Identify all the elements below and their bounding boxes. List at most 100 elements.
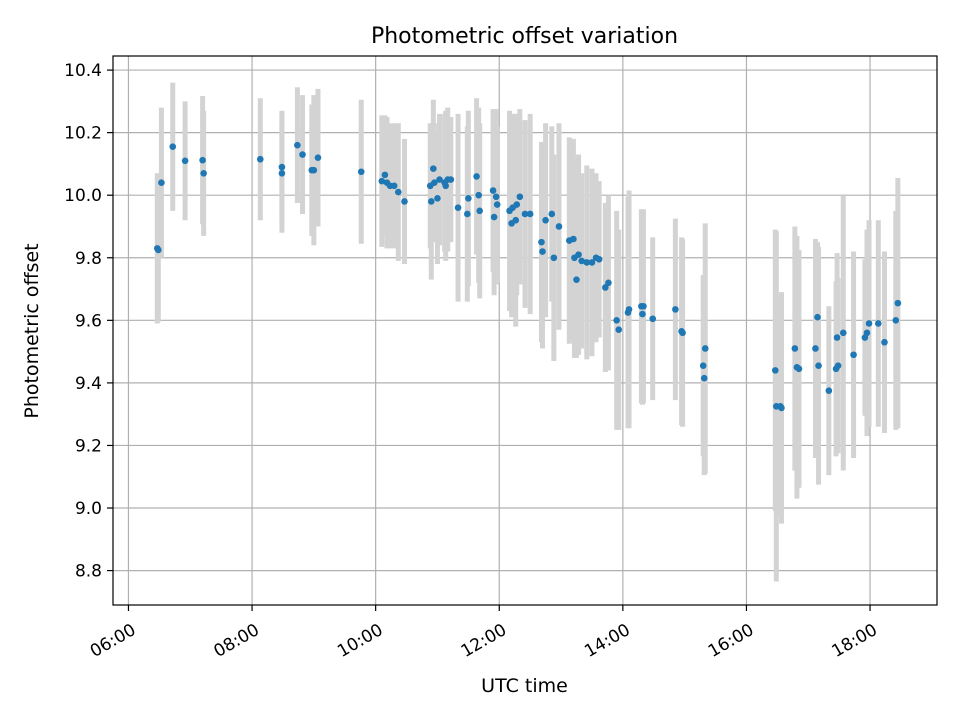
y-tick-label: 10.2: [64, 124, 102, 144]
data-point: [672, 306, 679, 313]
data-point: [314, 154, 322, 161]
x-tick-label: 12:00: [458, 620, 510, 662]
data-point: [814, 313, 821, 321]
data-point: [575, 251, 582, 258]
data-point: [615, 326, 623, 334]
data-point: [158, 179, 165, 186]
data-point: [548, 210, 556, 218]
x-tick-label: 10:00: [334, 620, 386, 662]
data-point: [699, 362, 707, 369]
data-point: [381, 171, 389, 179]
data-point: [256, 155, 264, 163]
data-point: [605, 279, 612, 287]
data-point: [493, 201, 501, 208]
y-tick-label: 9.4: [75, 374, 102, 394]
x-tick-layer: 06:00 08:00 10:00 12:00 14:00 16:00 18:00: [87, 605, 881, 662]
data-point: [521, 210, 529, 218]
data-point: [278, 170, 286, 177]
data-point: [833, 334, 841, 341]
data-point: [447, 176, 455, 183]
x-axis-label: UTC time: [481, 675, 568, 697]
data-point: [401, 198, 408, 205]
data-point: [199, 156, 206, 164]
data-point: [613, 317, 620, 324]
data-point: [395, 188, 402, 196]
data-point: [436, 176, 443, 183]
data-point: [812, 345, 819, 352]
y-tick-label: 9.8: [75, 249, 102, 269]
error-bar-layer: [154, 82, 901, 582]
data-point: [839, 329, 847, 337]
data-point: [550, 254, 558, 262]
data-point: [863, 329, 871, 337]
chart-title: Photometric offset variation: [371, 24, 678, 49]
data-point: [639, 310, 646, 318]
data-point: [169, 143, 177, 151]
data-point: [378, 177, 386, 185]
data-point: [473, 173, 480, 180]
data-point: [454, 204, 462, 212]
data-point: [427, 198, 435, 205]
data-point: [200, 170, 207, 177]
data-point: [778, 404, 785, 412]
data-point: [850, 351, 857, 359]
data-point: [181, 157, 189, 165]
data-point: [834, 362, 842, 369]
data-point: [679, 329, 686, 337]
y-tick-layer: 8.8 9.0 9.2 9.4 9.6 9.8 10.0 10.2 10.4: [64, 61, 113, 582]
data-point: [578, 257, 585, 265]
data-point: [538, 238, 545, 246]
y-axis-label: Photometric offset: [21, 243, 43, 418]
data-point: [865, 320, 873, 327]
data-point: [874, 320, 882, 327]
data-point: [825, 387, 833, 395]
data-point: [431, 179, 438, 186]
data-point: [795, 365, 803, 373]
y-tick-label: 8.8: [75, 562, 102, 582]
x-tick-label: 18:00: [828, 620, 880, 662]
data-point: [430, 165, 437, 172]
data-point: [701, 345, 709, 352]
data-point: [299, 151, 306, 158]
data-point: [464, 210, 471, 218]
data-point: [357, 168, 365, 176]
data-point: [489, 187, 497, 194]
data-point: [640, 302, 647, 310]
data-point: [555, 223, 563, 230]
data-point-layer: [153, 141, 902, 412]
data-point: [625, 306, 633, 313]
data-point: [815, 362, 822, 369]
data-point: [278, 163, 286, 171]
data-point: [649, 315, 657, 323]
data-point: [390, 182, 398, 190]
data-point: [583, 259, 591, 266]
data-point: [570, 235, 577, 243]
x-tick-label: 16:00: [705, 620, 757, 662]
data-point: [526, 210, 534, 218]
data-point: [700, 374, 708, 382]
data-point: [516, 193, 524, 201]
data-point: [602, 284, 609, 291]
data-point: [513, 201, 521, 208]
data-point: [542, 216, 549, 224]
data-point: [791, 345, 799, 352]
y-tick-label: 9.6: [75, 311, 102, 331]
data-point: [434, 195, 441, 202]
y-tick-label: 9.2: [75, 436, 102, 456]
y-tick-label: 9.0: [75, 499, 102, 519]
data-point: [465, 195, 472, 202]
data-point: [588, 259, 596, 266]
data-point: [881, 338, 888, 346]
x-tick-label: 08:00: [210, 620, 262, 662]
data-point: [512, 216, 520, 224]
data-point: [476, 207, 483, 215]
data-point: [475, 191, 482, 199]
plot-frame: [112, 55, 938, 606]
data-point: [573, 276, 580, 283]
data-point: [490, 213, 498, 221]
data-point: [894, 299, 902, 307]
y-tick-label: 10.4: [64, 61, 102, 81]
data-point: [539, 248, 546, 255]
data-point: [492, 193, 500, 201]
